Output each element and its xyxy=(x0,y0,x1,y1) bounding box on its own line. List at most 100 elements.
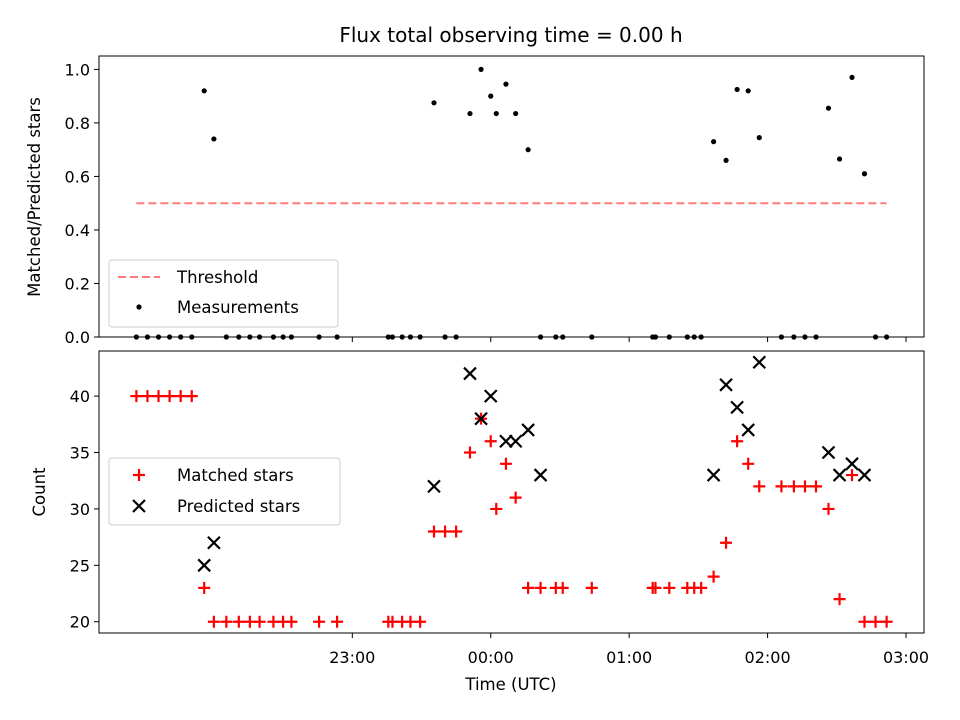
matched-star-point xyxy=(720,536,733,549)
measurement-point xyxy=(211,136,217,142)
predicted-star-point xyxy=(427,479,441,494)
matched-star-point xyxy=(141,390,154,403)
matched-star-point xyxy=(414,615,427,628)
matched-star-point xyxy=(313,615,326,628)
top-ytick-label: 0.6 xyxy=(65,167,90,186)
bottom-xlabel: Time (UTC) xyxy=(464,675,556,694)
matched-star-point xyxy=(731,435,744,448)
matched-star-point xyxy=(858,615,871,628)
matched-star-point xyxy=(585,581,598,594)
bottom-xtick-label: 03:00 xyxy=(883,648,929,667)
measurement-point xyxy=(478,66,484,72)
predicted-star-point xyxy=(508,434,523,449)
matched-star-point xyxy=(253,615,266,628)
legend-threshold-label: Threshold xyxy=(176,268,258,287)
matched-star-point xyxy=(869,615,882,628)
measurement-point xyxy=(756,135,762,141)
top-ytick-label: 1.0 xyxy=(65,60,90,79)
top-axes: 0.0 0.2 0.4 0.6 0.8 1.0 xyxy=(65,55,925,347)
matched-star-point xyxy=(427,525,440,538)
top-frame xyxy=(98,55,925,338)
matched-star-point xyxy=(663,581,676,594)
bottom-ytick-label: 25 xyxy=(70,556,90,575)
bottom-legend: Matched stars Predicted stars xyxy=(108,457,341,526)
matched-star-point xyxy=(833,593,846,606)
bottom-xtick-label: 01:00 xyxy=(606,648,652,667)
predicted-star-point xyxy=(521,423,535,437)
top-ticks: 0.0 0.2 0.4 0.6 0.8 1.0 xyxy=(65,60,907,347)
matched-star-point xyxy=(534,581,547,594)
matched-star-point xyxy=(152,390,165,403)
bottom-ytick-label: 35 xyxy=(70,444,90,463)
legend-matched-swatch xyxy=(133,469,145,481)
bottom-ylabel: Count xyxy=(30,467,49,517)
bottom-xtick-label: 02:00 xyxy=(745,648,791,667)
predicted-star-point xyxy=(483,389,498,403)
predicted-star-point xyxy=(197,558,211,573)
chart-title: Flux total observing time = 0.00 h xyxy=(339,23,682,47)
matched-star-point xyxy=(798,480,811,493)
measurement-point xyxy=(849,74,855,81)
measurement-point xyxy=(201,88,207,94)
predicted-star-point xyxy=(832,468,847,482)
legend-measurements-swatch xyxy=(136,304,142,310)
legend-matched-label: Matched stars xyxy=(177,466,294,485)
predicted-star-point xyxy=(533,468,548,482)
predicted-star-point xyxy=(499,434,513,449)
matched-star-point xyxy=(174,390,187,403)
measurement-point xyxy=(513,110,519,117)
matched-star-point xyxy=(775,480,788,493)
bottom-ytick-label: 40 xyxy=(70,387,90,406)
matched-star-point xyxy=(846,469,859,482)
predicted-star-point xyxy=(706,468,721,482)
predicted-star-point xyxy=(730,400,744,415)
matched-star-point xyxy=(220,615,233,628)
predicted-star-point xyxy=(845,457,859,471)
measurement-point xyxy=(745,88,751,94)
predicted-star-point xyxy=(741,423,755,437)
bottom-marks xyxy=(130,355,893,628)
matched-star-point xyxy=(232,615,245,628)
matched-star-point xyxy=(880,615,893,628)
matched-star-point xyxy=(707,570,720,583)
predicted-star-point xyxy=(752,355,767,370)
predicted-star-point xyxy=(821,445,836,460)
measurement-point xyxy=(467,110,473,117)
measurement-point xyxy=(431,100,437,106)
bottom-ytick-label: 20 xyxy=(70,613,90,632)
matched-star-point xyxy=(490,502,503,515)
measurement-point xyxy=(710,139,717,145)
matched-star-point xyxy=(695,581,708,594)
predicted-star-point xyxy=(463,366,477,381)
matched-star-point xyxy=(185,390,198,403)
bottom-frame xyxy=(98,350,925,634)
measurement-point xyxy=(734,86,740,93)
matched-star-point xyxy=(285,615,298,628)
predicted-star-point xyxy=(207,535,221,550)
matched-star-point xyxy=(198,581,211,594)
matched-star-point xyxy=(822,502,835,515)
matched-star-point xyxy=(509,491,522,504)
matched-star-point xyxy=(499,457,512,470)
matched-star-point xyxy=(130,390,143,403)
matched-star-point xyxy=(463,446,476,459)
matched-star-point xyxy=(163,390,176,403)
matched-star-point xyxy=(439,525,452,538)
measurement-point xyxy=(723,157,729,163)
matched-star-point xyxy=(753,480,766,493)
bottom-xtick-label: 00:00 xyxy=(468,648,514,667)
bottom-ytick-label: 30 xyxy=(70,500,90,519)
matched-star-point xyxy=(742,457,755,470)
measurement-point xyxy=(825,105,832,111)
top-ytick-label: 0.4 xyxy=(65,221,90,240)
matched-star-point xyxy=(331,615,344,628)
measurement-point xyxy=(488,93,494,99)
matched-star-point xyxy=(810,480,823,493)
top-ytick-label: 0.2 xyxy=(65,274,90,293)
measurement-point xyxy=(525,147,531,153)
legend-predicted-label: Predicted stars xyxy=(177,497,300,516)
predicted-star-point xyxy=(474,411,488,426)
